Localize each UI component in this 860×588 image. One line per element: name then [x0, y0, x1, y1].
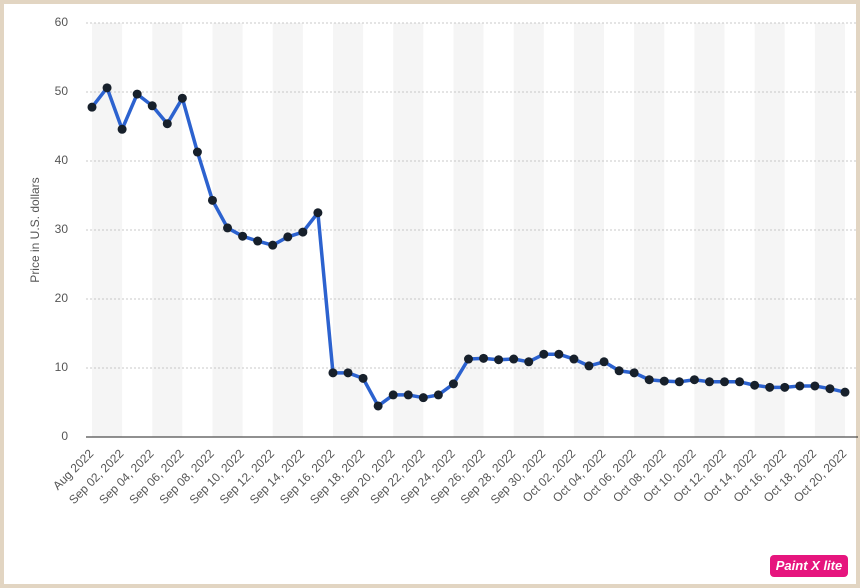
- point: [750, 380, 760, 390]
- point: [177, 93, 187, 103]
- watermark: Paint X lite: [770, 555, 848, 577]
- point: [780, 382, 790, 392]
- y-tick-label: 10: [55, 360, 69, 374]
- point: [614, 366, 624, 376]
- point: [253, 236, 263, 246]
- point: [433, 390, 443, 400]
- point: [403, 390, 413, 400]
- point: [192, 147, 202, 157]
- point: [720, 377, 730, 387]
- point: [494, 355, 504, 365]
- point: [795, 381, 805, 391]
- point: [810, 381, 820, 391]
- point: [117, 124, 127, 134]
- y-axis-label: Price in U.S. dollars: [28, 177, 42, 282]
- point: [689, 375, 699, 385]
- point: [464, 354, 473, 364]
- point: [238, 231, 248, 241]
- point: [825, 384, 835, 394]
- y-tick-label: 30: [55, 222, 69, 236]
- y-tick-label: 60: [55, 15, 69, 29]
- point: [554, 349, 564, 359]
- point: [343, 368, 353, 378]
- point: [674, 377, 684, 387]
- y-tick-label: 40: [55, 153, 69, 167]
- y-tick-label: 50: [55, 84, 69, 98]
- point: [132, 89, 142, 99]
- point: [283, 232, 293, 242]
- point: [223, 223, 233, 233]
- point: [418, 393, 428, 403]
- point: [569, 354, 579, 364]
- point: [388, 390, 398, 400]
- point: [539, 349, 549, 359]
- point: [599, 357, 609, 367]
- point: [479, 353, 489, 363]
- point: [87, 102, 97, 112]
- point: [644, 375, 654, 385]
- point: [524, 357, 534, 367]
- point: [704, 377, 714, 387]
- point: [765, 382, 775, 392]
- point: [629, 368, 639, 378]
- point: [268, 240, 278, 250]
- point: [448, 379, 458, 389]
- point: [584, 361, 594, 371]
- point: [102, 83, 112, 93]
- point: [162, 119, 172, 129]
- point: [735, 377, 745, 387]
- point: [659, 376, 669, 386]
- point: [509, 354, 519, 364]
- y-tick-label: 20: [55, 291, 69, 305]
- point: [358, 373, 368, 383]
- y-tick-label: 0: [61, 429, 68, 443]
- point: [298, 227, 308, 237]
- bands: [92, 23, 845, 437]
- point: [147, 101, 157, 111]
- point: [840, 387, 850, 397]
- point: [373, 401, 383, 411]
- point: [207, 195, 217, 205]
- point: [328, 368, 338, 378]
- point: [313, 208, 323, 218]
